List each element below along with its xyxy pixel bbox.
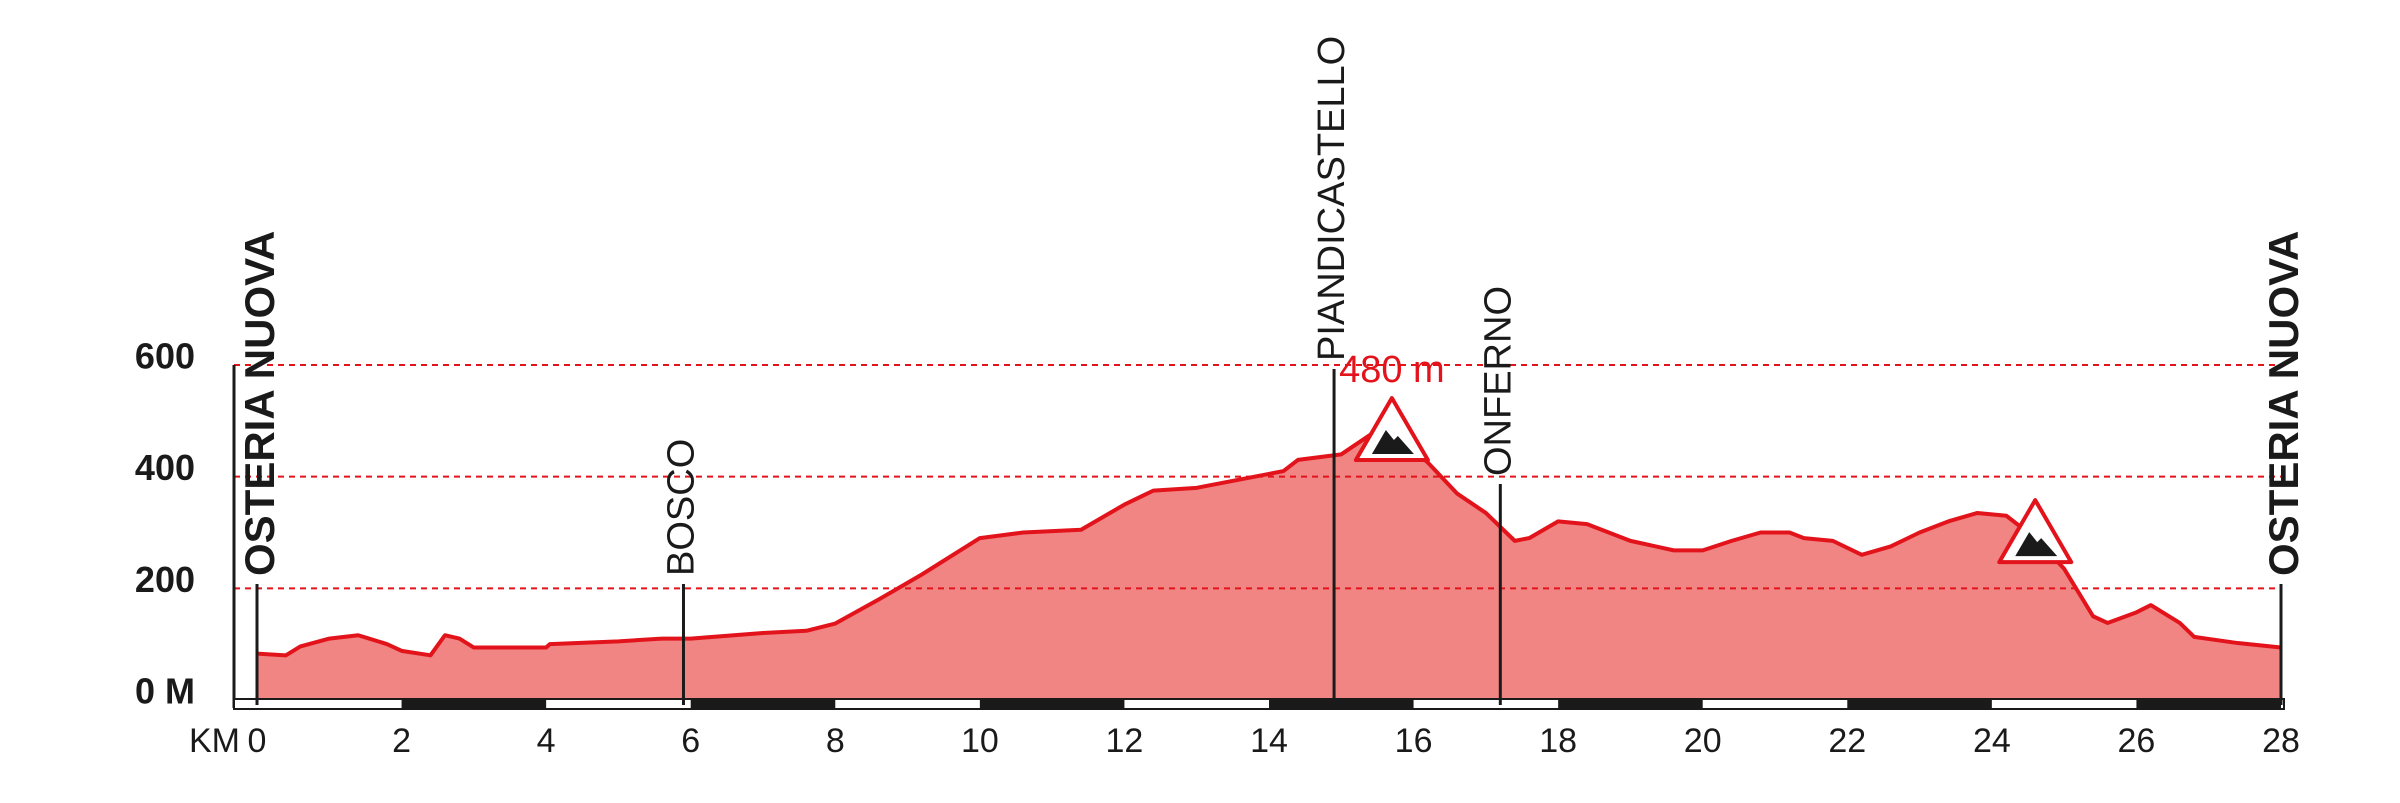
x-tick-label: 18	[1539, 722, 1577, 760]
climb-triangle	[1997, 498, 2074, 565]
km-scale-segment	[1558, 699, 1703, 709]
climb-triangle	[1353, 396, 1430, 463]
x-tick-label: 22	[1828, 722, 1866, 760]
x-tick-label: 24	[1973, 722, 2011, 760]
x-tick-label: 12	[1106, 722, 1144, 760]
km-scale-bar	[233, 698, 2285, 710]
y-tick-label: 0 M	[135, 671, 195, 712]
x-tick-label: 6	[681, 722, 700, 760]
place-name: BOSCO	[661, 439, 703, 576]
x-tick-label: 16	[1395, 722, 1433, 760]
km-scale-segment	[1847, 699, 1992, 709]
x-axis-label: KM	[189, 722, 240, 760]
x-tick-label: 10	[961, 722, 999, 760]
climb-marker	[1997, 498, 2074, 565]
x-tick-label: 8	[826, 722, 845, 760]
x-tick-label: 0	[248, 722, 267, 760]
place-name: OSTERIA NUOVA	[236, 231, 283, 576]
y-tick-label: 400	[135, 447, 195, 488]
climb-mountain	[1371, 430, 1414, 455]
km-scale-segment	[401, 699, 547, 709]
x-tick-label: 20	[1684, 722, 1722, 760]
x-tick-label: 2	[392, 722, 411, 760]
climb-marker	[1353, 396, 1430, 463]
place-name: ONFERNO	[1477, 286, 1519, 476]
x-tick-label: 28	[2262, 722, 2300, 760]
y-tick-label: 200	[135, 559, 195, 600]
x-tick-label: 4	[537, 722, 556, 760]
km-scale-segment	[1269, 699, 1414, 709]
climb-mountain	[2015, 532, 2058, 557]
place-name: OSTERIA NUOVA	[2260, 231, 2307, 576]
y-tick-label: 600	[135, 336, 195, 377]
place-name: PIANDICASTELLO	[1311, 36, 1353, 361]
x-tick-label: 26	[2118, 722, 2156, 760]
x-tick-label: 14	[1250, 722, 1288, 760]
km-scale-segment	[690, 699, 836, 709]
km-scale-segment	[979, 699, 1125, 709]
climb-label: 480 m	[1339, 349, 1445, 391]
km-scale-segment	[2136, 699, 2281, 709]
